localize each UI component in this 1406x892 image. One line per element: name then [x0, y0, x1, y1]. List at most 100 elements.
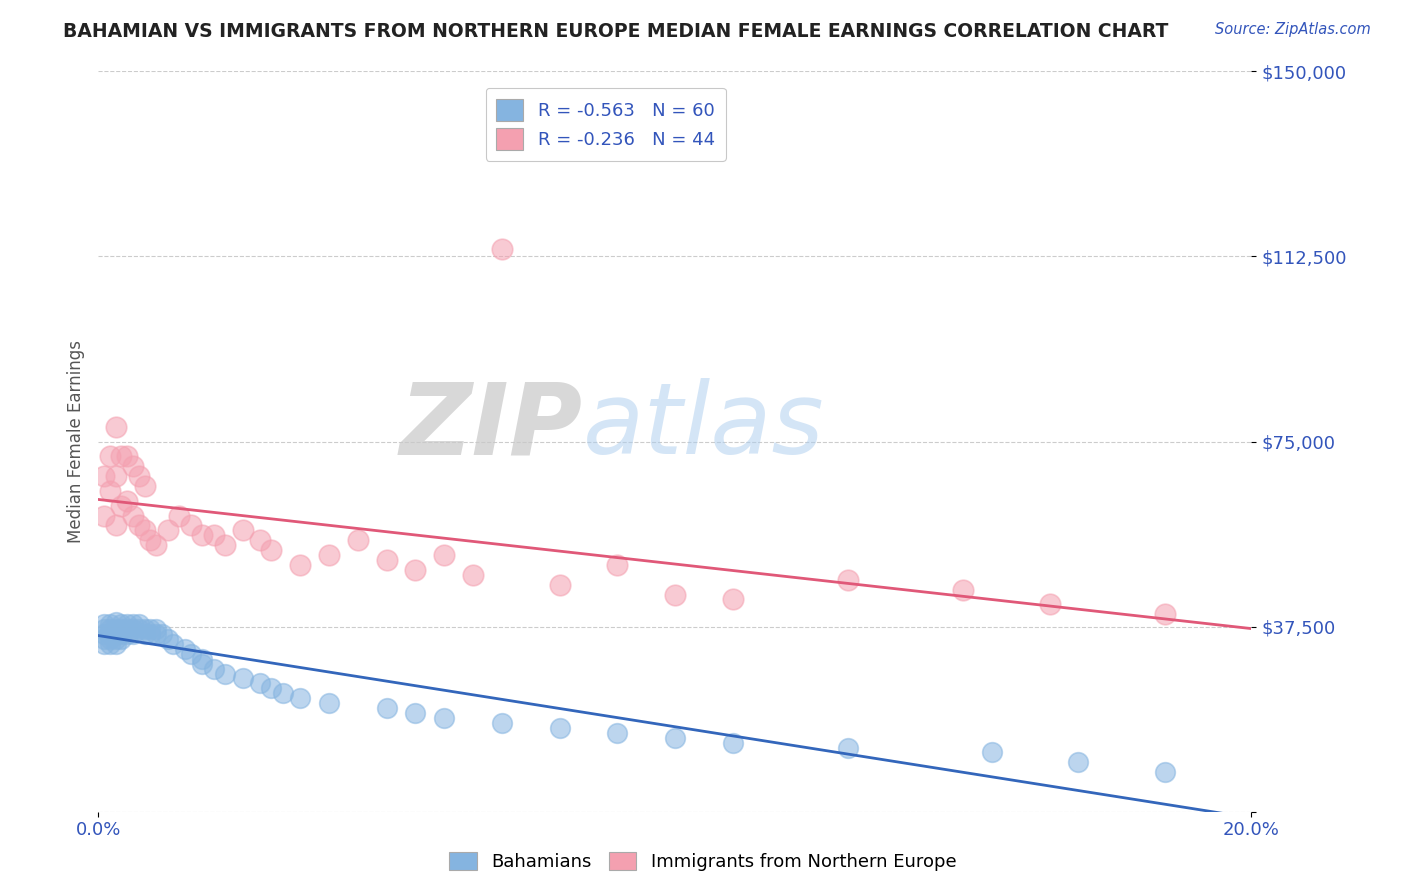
- Point: [191, 651, 214, 665]
- Point: [548, 721, 571, 735]
- Point: [98, 483, 121, 498]
- Point: [145, 538, 167, 552]
- Point: [191, 528, 214, 542]
- Point: [231, 672, 254, 686]
- Point: [1067, 756, 1090, 770]
- Point: [162, 637, 184, 651]
- Point: [93, 632, 115, 646]
- Point: [249, 533, 271, 548]
- Point: [405, 563, 427, 577]
- Point: [104, 615, 127, 629]
- Point: [952, 582, 974, 597]
- Point: [174, 641, 197, 656]
- Point: [122, 459, 145, 474]
- Point: [98, 632, 121, 646]
- Legend: R = -0.563   N = 60, R = -0.236   N = 44: R = -0.563 N = 60, R = -0.236 N = 44: [485, 87, 725, 161]
- Point: [491, 715, 513, 730]
- Point: [214, 538, 236, 552]
- Point: [134, 622, 156, 636]
- Point: [98, 622, 121, 636]
- Point: [260, 543, 283, 558]
- Point: [150, 627, 173, 641]
- Point: [98, 450, 121, 464]
- Point: [93, 508, 115, 523]
- Point: [117, 617, 139, 632]
- Point: [837, 740, 859, 755]
- Point: [214, 666, 236, 681]
- Point: [548, 577, 571, 591]
- Text: atlas: atlas: [582, 378, 824, 475]
- Point: [180, 518, 202, 533]
- Text: ZIP: ZIP: [399, 378, 582, 475]
- Point: [110, 632, 132, 646]
- Point: [375, 701, 398, 715]
- Point: [117, 627, 139, 641]
- Point: [249, 676, 271, 690]
- Point: [145, 627, 167, 641]
- Point: [156, 632, 179, 646]
- Point: [110, 622, 132, 636]
- Point: [128, 518, 150, 533]
- Point: [104, 637, 127, 651]
- Point: [93, 622, 115, 636]
- Point: [318, 696, 340, 710]
- Point: [134, 627, 156, 641]
- Point: [837, 573, 859, 587]
- Point: [290, 558, 312, 572]
- Point: [139, 533, 162, 548]
- Point: [318, 548, 340, 562]
- Point: [271, 686, 294, 700]
- Point: [433, 711, 456, 725]
- Point: [104, 622, 127, 636]
- Y-axis label: Median Female Earnings: Median Female Earnings: [66, 340, 84, 543]
- Point: [117, 493, 139, 508]
- Point: [721, 592, 744, 607]
- Point: [1154, 607, 1177, 622]
- Point: [139, 622, 162, 636]
- Point: [180, 647, 202, 661]
- Point: [202, 528, 225, 542]
- Point: [122, 622, 145, 636]
- Point: [290, 691, 312, 706]
- Point: [98, 627, 121, 641]
- Point: [721, 736, 744, 750]
- Point: [98, 617, 121, 632]
- Point: [606, 558, 628, 572]
- Point: [104, 632, 127, 646]
- Point: [260, 681, 283, 696]
- Point: [1154, 765, 1177, 780]
- Point: [128, 469, 150, 483]
- Point: [405, 706, 427, 720]
- Point: [110, 627, 132, 641]
- Point: [93, 469, 115, 483]
- Point: [461, 567, 484, 582]
- Point: [981, 746, 1004, 760]
- Point: [191, 657, 214, 671]
- Point: [93, 627, 115, 641]
- Point: [346, 533, 368, 548]
- Point: [145, 622, 167, 636]
- Text: BAHAMIAN VS IMMIGRANTS FROM NORTHERN EUROPE MEDIAN FEMALE EARNINGS CORRELATION C: BAHAMIAN VS IMMIGRANTS FROM NORTHERN EUR…: [63, 22, 1168, 41]
- Point: [167, 508, 190, 523]
- Point: [664, 588, 686, 602]
- Point: [139, 627, 162, 641]
- Point: [93, 617, 115, 632]
- Point: [606, 725, 628, 739]
- Point: [104, 469, 127, 483]
- Point: [202, 662, 225, 676]
- Point: [156, 524, 179, 538]
- Point: [117, 622, 139, 636]
- Point: [104, 518, 127, 533]
- Point: [231, 524, 254, 538]
- Point: [104, 419, 127, 434]
- Point: [98, 637, 121, 651]
- Point: [134, 524, 156, 538]
- Point: [433, 548, 456, 562]
- Point: [122, 508, 145, 523]
- Point: [104, 627, 127, 641]
- Point: [491, 242, 513, 256]
- Legend: Bahamians, Immigrants from Northern Europe: Bahamians, Immigrants from Northern Euro…: [443, 845, 963, 879]
- Point: [1039, 598, 1062, 612]
- Point: [93, 637, 115, 651]
- Point: [110, 617, 132, 632]
